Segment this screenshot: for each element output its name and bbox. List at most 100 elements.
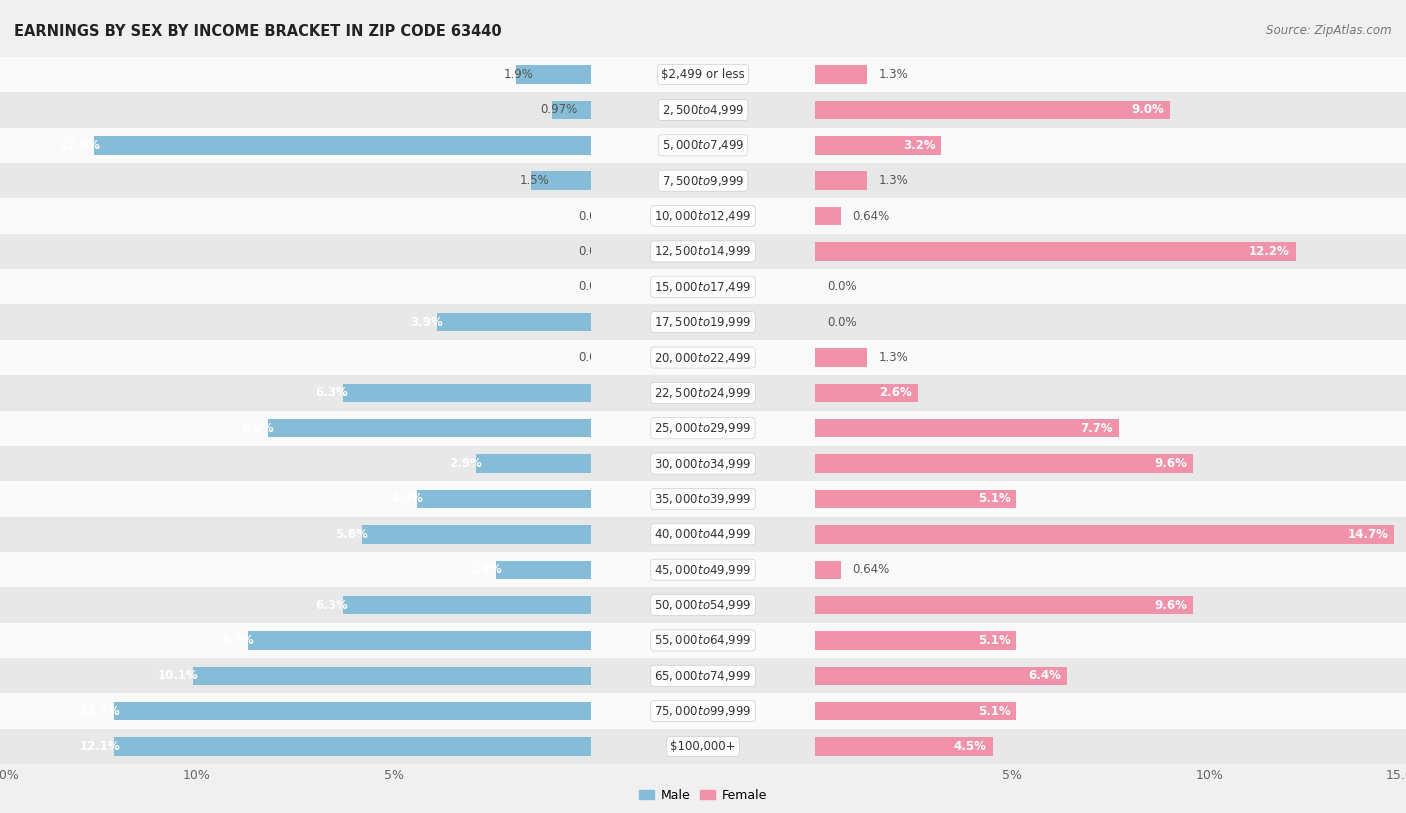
Text: 12.1%: 12.1%	[79, 705, 120, 718]
Bar	[531, 172, 591, 190]
Text: $2,499 or less: $2,499 or less	[661, 68, 745, 81]
Text: $15,000 to $17,499: $15,000 to $17,499	[654, 280, 752, 293]
Bar	[114, 737, 591, 756]
Bar	[591, 163, 815, 198]
Text: 0.0%: 0.0%	[579, 245, 609, 258]
Bar	[553, 101, 591, 120]
Bar	[815, 525, 1395, 544]
Bar	[815, 375, 1406, 411]
Bar	[0, 517, 591, 552]
Bar	[815, 348, 866, 367]
Bar	[496, 560, 591, 579]
Text: 0.64%: 0.64%	[852, 210, 890, 223]
Bar	[94, 136, 591, 154]
Bar	[0, 587, 591, 623]
Text: 0.97%: 0.97%	[540, 103, 578, 116]
Text: $10,000 to $12,499: $10,000 to $12,499	[654, 209, 752, 223]
Text: $40,000 to $44,999: $40,000 to $44,999	[654, 528, 752, 541]
Text: 0.64%: 0.64%	[852, 563, 890, 576]
Text: $7,500 to $9,999: $7,500 to $9,999	[662, 174, 744, 188]
Bar	[815, 207, 841, 225]
Text: $50,000 to $54,999: $50,000 to $54,999	[654, 598, 752, 612]
Bar	[0, 729, 591, 764]
Bar	[815, 552, 1406, 587]
Text: 10.1%: 10.1%	[157, 669, 198, 682]
Text: $2,500 to $4,999: $2,500 to $4,999	[662, 103, 744, 117]
Bar	[815, 65, 866, 84]
Text: Source: ZipAtlas.com: Source: ZipAtlas.com	[1267, 24, 1392, 37]
Text: 2.6%: 2.6%	[879, 386, 912, 399]
Text: 12.6%: 12.6%	[59, 139, 100, 152]
Text: 0.0%: 0.0%	[827, 280, 856, 293]
Text: 5.8%: 5.8%	[335, 528, 368, 541]
Bar	[815, 233, 1406, 269]
Text: $45,000 to $49,999: $45,000 to $49,999	[654, 563, 752, 576]
Text: 7.7%: 7.7%	[1080, 422, 1112, 435]
Bar	[0, 233, 591, 269]
Bar	[591, 481, 815, 517]
Text: 9.6%: 9.6%	[1154, 457, 1188, 470]
Bar	[0, 269, 591, 304]
Text: 0.0%: 0.0%	[579, 210, 609, 223]
Bar	[591, 552, 815, 587]
Bar	[0, 92, 591, 128]
Bar	[0, 552, 591, 587]
Bar	[815, 128, 1406, 163]
Bar	[267, 419, 591, 437]
Bar	[477, 454, 591, 473]
Bar	[815, 384, 918, 402]
Bar	[591, 659, 815, 693]
Bar	[418, 489, 591, 508]
Bar	[815, 163, 1406, 198]
Bar	[0, 659, 591, 693]
Bar	[114, 702, 591, 720]
Bar	[815, 419, 1119, 437]
Bar	[591, 517, 815, 552]
Bar	[591, 269, 815, 304]
Bar	[343, 596, 591, 615]
Text: 6.3%: 6.3%	[316, 598, 349, 611]
Bar	[343, 384, 591, 402]
Bar	[815, 659, 1406, 693]
Text: $55,000 to $64,999: $55,000 to $64,999	[654, 633, 752, 647]
Bar	[591, 340, 815, 375]
Bar	[815, 101, 1170, 120]
Bar	[815, 269, 1406, 304]
Bar	[815, 411, 1406, 446]
Text: $17,500 to $19,999: $17,500 to $19,999	[654, 315, 752, 329]
Bar	[363, 525, 591, 544]
Bar	[0, 340, 591, 375]
Text: 9.6%: 9.6%	[1154, 598, 1188, 611]
Bar	[0, 198, 591, 233]
Text: 9.0%: 9.0%	[1132, 103, 1164, 116]
Text: $20,000 to $22,499: $20,000 to $22,499	[654, 350, 752, 364]
Text: 1.9%: 1.9%	[503, 68, 534, 81]
Text: 0.0%: 0.0%	[579, 280, 609, 293]
Bar	[437, 313, 591, 332]
Text: 5.1%: 5.1%	[977, 705, 1011, 718]
Bar	[0, 411, 591, 446]
Text: $5,000 to $7,499: $5,000 to $7,499	[662, 138, 744, 152]
Bar	[815, 489, 1017, 508]
Text: 3.2%: 3.2%	[903, 139, 935, 152]
Text: 6.3%: 6.3%	[316, 386, 349, 399]
Text: 1.5%: 1.5%	[520, 174, 550, 187]
Bar	[815, 596, 1194, 615]
Text: $35,000 to $39,999: $35,000 to $39,999	[654, 492, 752, 506]
Bar	[591, 411, 815, 446]
Text: $75,000 to $99,999: $75,000 to $99,999	[654, 704, 752, 718]
Bar	[0, 128, 591, 163]
Bar	[0, 481, 591, 517]
Text: 2.4%: 2.4%	[470, 563, 502, 576]
Bar	[815, 172, 866, 190]
Text: $25,000 to $29,999: $25,000 to $29,999	[654, 421, 752, 435]
Bar	[815, 667, 1067, 685]
Bar	[591, 375, 815, 411]
Text: 6.4%: 6.4%	[1029, 669, 1062, 682]
Text: 1.3%: 1.3%	[879, 351, 908, 364]
Bar	[591, 729, 815, 764]
Bar	[247, 631, 591, 650]
Bar	[516, 65, 591, 84]
Bar	[591, 304, 815, 340]
Bar	[815, 587, 1406, 623]
